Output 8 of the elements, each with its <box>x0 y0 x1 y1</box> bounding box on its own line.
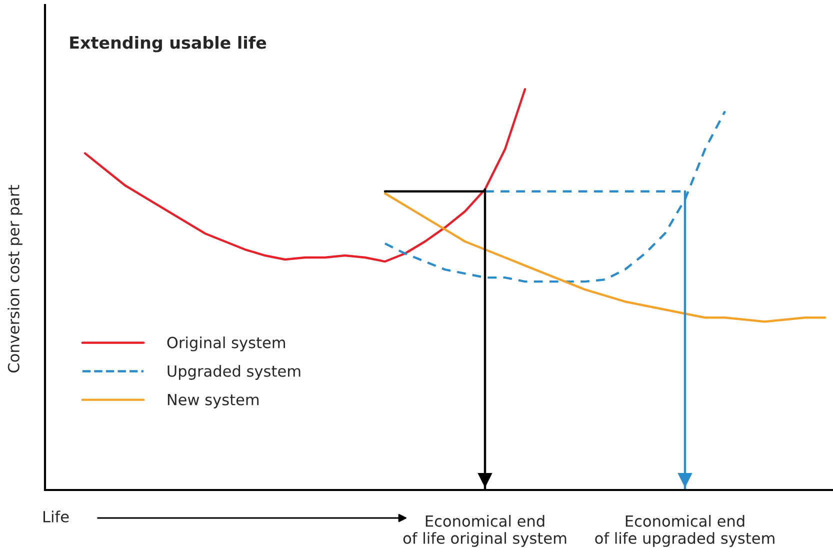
y-axis-title: Conversion cost per part <box>8 185 22 372</box>
legend-label: New system <box>168 394 259 408</box>
legend-label: Upgraded system <box>168 365 300 380</box>
chart-title: Extending usable life <box>70 36 266 52</box>
x-tick-label: Economical end of life original system <box>403 515 566 547</box>
legend-label: Original system <box>167 336 285 352</box>
x-tick-label: Economical end of life upgraded system <box>595 515 774 547</box>
x-axis-title: Life <box>44 510 69 522</box>
